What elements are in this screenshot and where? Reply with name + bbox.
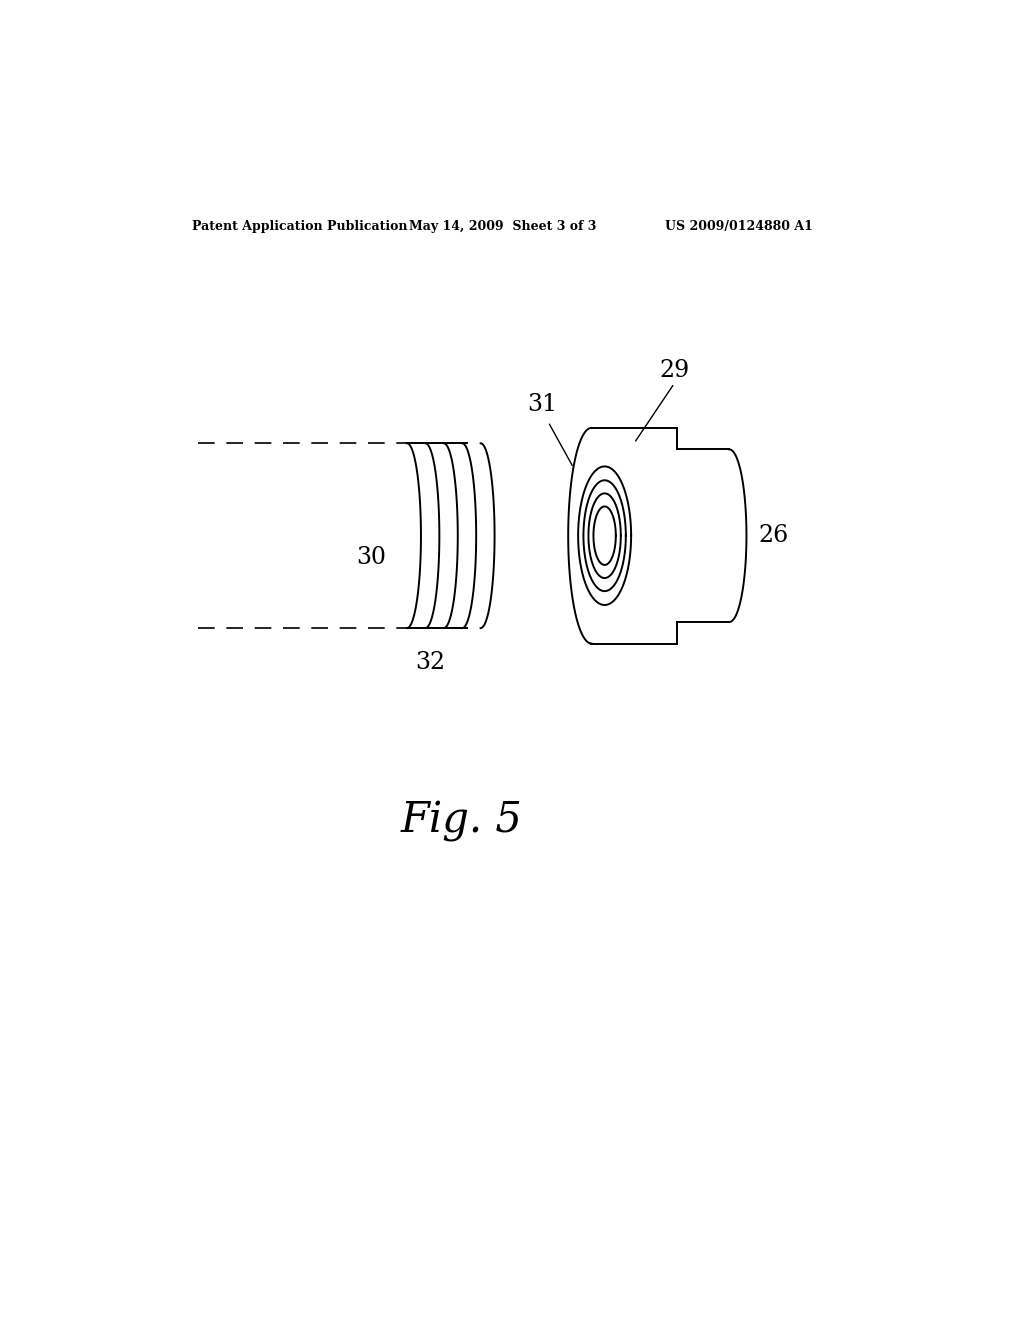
Text: 32: 32	[415, 651, 445, 675]
Text: US 2009/0124880 A1: US 2009/0124880 A1	[665, 219, 813, 232]
Text: 26: 26	[758, 524, 788, 548]
Text: Fig. 5: Fig. 5	[400, 800, 522, 842]
Text: May 14, 2009  Sheet 3 of 3: May 14, 2009 Sheet 3 of 3	[409, 219, 596, 232]
Text: 30: 30	[356, 545, 387, 569]
Text: 29: 29	[659, 359, 689, 381]
Text: Patent Application Publication: Patent Application Publication	[191, 219, 408, 232]
Text: 31: 31	[527, 393, 558, 416]
